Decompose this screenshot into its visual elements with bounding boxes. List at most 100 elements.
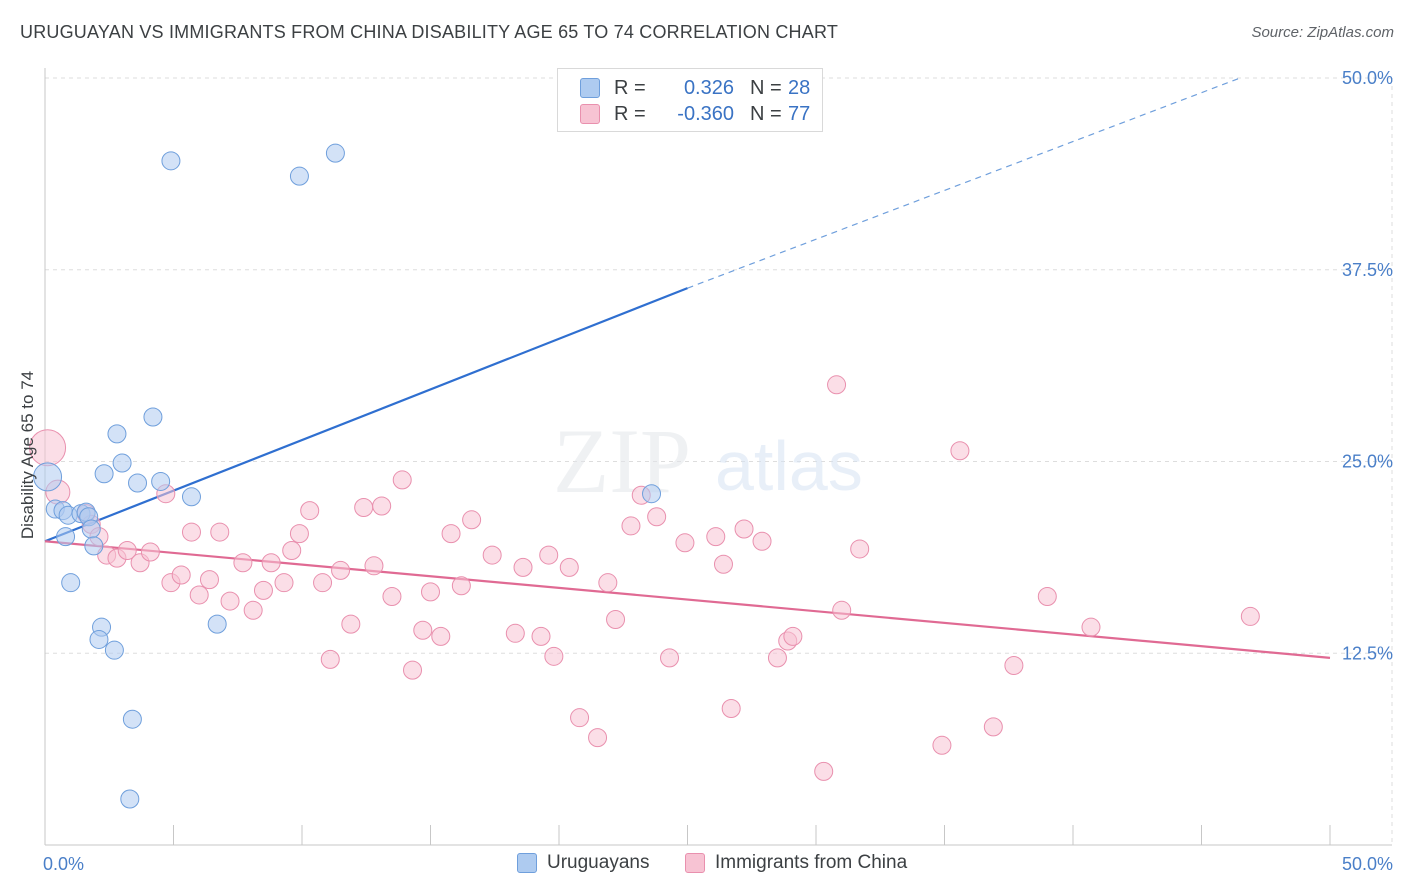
china-point [505,623,525,643]
china-point [413,620,433,640]
china-point [544,646,564,666]
china-point [570,708,590,728]
china-point [482,545,502,565]
china-point [300,501,320,521]
uruguayan-point [151,471,171,491]
china-point [950,441,970,461]
china-point [441,524,461,544]
china-point [539,545,559,565]
series-legend-china[interactable]: Immigrants from China [685,852,907,874]
legend-r-value: -0.360 [677,102,734,125]
legend-n-label: N = [750,102,782,125]
uruguayan-point [107,424,127,444]
china-point [382,586,402,606]
series-label: Immigrants from China [715,852,908,873]
china-point [431,626,451,646]
china-point [1004,656,1024,676]
watermark: ZIP atlas [553,410,863,512]
china-point [559,557,579,577]
china-point [1081,617,1101,637]
china-point [313,573,333,593]
source-label: Source: ZipAtlas.com [1251,24,1394,41]
legend-row-uruguayans: R = 0.326 N = 28 [580,75,810,101]
uruguayan-point [642,484,662,504]
watermark-zip: ZIP [553,410,691,512]
china-point [462,510,482,530]
uruguayan-point [56,527,76,547]
china-point [181,522,201,542]
trend-lines [44,77,1331,659]
china-point [588,728,608,748]
legend-n-value: 77 [788,102,811,125]
china-point [261,553,281,573]
china-point [233,553,253,573]
china-point [451,576,471,596]
china-point [675,533,695,553]
y-tick-label: 37.5% [1342,260,1393,280]
china-point [598,573,618,593]
uruguayan-point [207,614,227,634]
china-point [282,540,302,560]
china-point [364,556,384,576]
data-points [29,143,1260,809]
china-point [721,698,741,718]
china-point [199,570,219,590]
legend-n-label: N = [750,76,782,99]
china-point [403,660,423,680]
china-point [243,600,263,620]
china-point [392,470,412,490]
china-point [734,519,754,539]
y-axis-label: Disability Age 65 to 74 [18,371,37,539]
china-point [814,761,834,781]
china-point [253,580,273,600]
uruguayan-point [104,640,124,660]
uruguayan-point [89,629,109,649]
china-point [220,591,240,611]
y-tick-label: 50.0% [1342,68,1393,88]
trend-line-uruguayans [44,287,688,543]
uruguayan-point [84,536,104,556]
legend-r-label: R = [614,76,646,99]
uruguayan-point [325,143,345,163]
china-point [513,557,533,577]
uruguayan-point [128,473,148,493]
uruguayan-point [181,487,201,507]
uruguayan-point [94,464,114,484]
series-swatch-pink [685,853,705,873]
china-point [767,648,787,668]
tick-labels: 12.5% 25.0% 37.5% 50.0% 0.0% 50.0% [43,68,1393,874]
china-point [621,516,641,536]
watermark-atlas: atlas [715,427,863,505]
china-point [274,573,294,593]
china-point [647,507,667,527]
trend-line-china [44,540,1331,659]
china-point [531,626,551,646]
china-point [932,735,952,755]
china-point [1240,606,1260,626]
legend-row-china: R = -0.360 N = 77 [580,101,810,127]
chart-title: URUGUAYAN VS IMMIGRANTS FROM CHINA DISAB… [20,22,839,42]
uruguayan-point [81,519,101,539]
china-point [210,522,230,542]
x-tick-label: 0.0% [43,854,84,874]
china-point [850,539,870,559]
china-point [783,626,803,646]
x-tick-label: 50.0% [1342,854,1393,874]
china-point [354,498,374,518]
uruguayan-point [120,789,140,809]
correlation-legend: R = 0.326 N = 28 R = -0.360 N = 77 [557,68,823,132]
china-point [421,582,440,602]
series-swatch-blue [517,853,537,873]
china-point [341,614,361,634]
uruguayan-point [112,453,132,473]
legend-n-value: 28 [788,76,811,99]
series-label: Uruguayans [547,852,650,873]
series-legend-uruguayans[interactable]: Uruguayans [517,852,649,874]
china-point [713,554,733,574]
legend-swatch-pink [580,104,600,124]
china-point [289,524,309,544]
china-point [117,540,137,560]
china-point [606,610,626,630]
china-point [320,649,340,669]
